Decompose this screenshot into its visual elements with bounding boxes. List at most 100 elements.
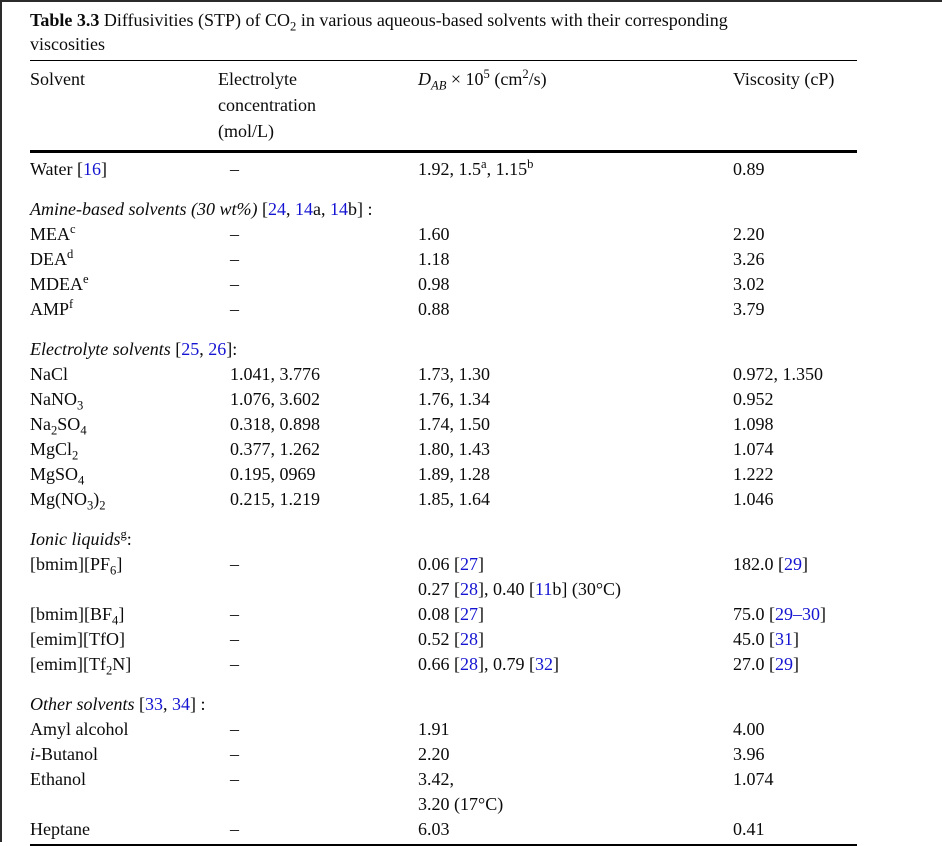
citation-link[interactable]: 28	[460, 654, 478, 674]
citation-link[interactable]: 26	[208, 339, 227, 359]
cell-solvent: Water [16]	[30, 157, 218, 182]
cell-solvent: Na2SO4	[30, 412, 218, 437]
table-row: Water [16] –1.92, 1.5a, 1.15b 0.89	[30, 157, 857, 182]
cell-solvent: MgSO4	[30, 462, 218, 487]
text-segment: [	[138, 694, 145, 714]
header-row: Solvent Electrolyte concentration (mol/L) …	[30, 61, 857, 150]
text-segment: 3	[77, 398, 84, 413]
text-segment: 1.222	[733, 464, 774, 484]
citation-link[interactable]: 33	[144, 694, 163, 714]
text-segment: [bmim][PF	[30, 554, 111, 574]
text-segment: –	[230, 249, 239, 269]
text-segment: 3.96	[733, 744, 765, 764]
cell-concentration: –	[218, 297, 418, 322]
text-segment: 2	[105, 663, 113, 678]
cell-concentration: –	[218, 717, 418, 742]
text-segment: –	[230, 769, 239, 789]
text-segment: c	[70, 222, 76, 236]
text-segment: ]	[118, 604, 125, 624]
cell-concentration: –	[218, 817, 418, 842]
citation-link[interactable]: 24	[267, 199, 286, 219]
text-segment: MEA	[30, 224, 70, 244]
cell-concentration: –	[218, 552, 418, 602]
text-segment: -Butanol	[35, 744, 99, 764]
table-row: NaNO3 1.076, 3.602 1.76, 1.34 0.952	[30, 387, 857, 412]
cell-viscosity: 1.046	[733, 487, 857, 512]
citation-link[interactable]: 27	[460, 554, 478, 574]
text-segment: 0.06 [	[418, 554, 460, 574]
text-segment: AB	[431, 78, 447, 93]
citation-link[interactable]: 32	[535, 654, 553, 674]
text-segment: 1.074	[733, 439, 774, 459]
citation-link[interactable]: 14	[294, 199, 313, 219]
text-segment: a,	[312, 199, 330, 219]
cell-viscosity: 182.0 [29]	[733, 552, 857, 602]
citation-link[interactable]: 28	[460, 629, 478, 649]
citation-link[interactable]: 11	[535, 579, 553, 599]
text-segment: )	[93, 489, 100, 509]
text-segment: ]	[478, 629, 484, 649]
cell-solvent: Ethanol	[30, 767, 218, 817]
text-segment: Table 3.3	[30, 10, 100, 30]
text-segment: ]	[802, 554, 808, 574]
cell-diffusivity: 1.60	[418, 222, 733, 247]
cell-concentration: 0.195, 0969	[218, 462, 418, 487]
title-rule	[30, 60, 857, 61]
cell-viscosity: 0.952	[733, 387, 857, 412]
citation-link[interactable]: 14	[329, 199, 348, 219]
table-row: [emim][Tf2N] –0.66 [28], 0.79 [32] 27.0 [2…	[30, 652, 857, 677]
table-row: [bmim][BF4] –0.08 [27] 75.0 [29–30]	[30, 602, 857, 627]
text-segment: –	[230, 274, 239, 294]
text-segment: 0.41	[733, 819, 765, 839]
text-segment: 0.27 [	[418, 579, 460, 599]
cell-diffusivity: 1.74, 1.50	[418, 412, 733, 437]
cell-concentration: –	[218, 742, 418, 767]
text-segment: Ethanol	[30, 769, 86, 789]
cell-diffusivity: 0.52 [28]	[418, 627, 733, 652]
cell-concentration: 1.041, 3.776	[218, 362, 418, 387]
cell-solvent: Heptane	[30, 817, 218, 842]
citation-link[interactable]: 28	[460, 579, 478, 599]
citation-link[interactable]: 16	[83, 159, 102, 179]
citation-link[interactable]: 25	[181, 339, 200, 359]
text-segment: (mol/L)	[218, 121, 274, 141]
citation-link[interactable]: 31	[775, 629, 793, 649]
text-segment: f	[69, 297, 74, 311]
cell-diffusivity: 0.88	[418, 297, 733, 322]
cell-diffusivity: 0.06 [27] 0.27 [28], 0.40 [11b] (30°C)	[418, 552, 733, 602]
text-segment: MDEA	[30, 274, 83, 294]
cell-diffusivity: 0.98	[418, 272, 733, 297]
citation-link[interactable]: 29	[775, 654, 793, 674]
text-segment: ]	[793, 629, 799, 649]
citation-link[interactable]: 34	[171, 694, 190, 714]
text-segment: 1.80, 1.43	[418, 439, 490, 459]
text-segment: 3.79	[733, 299, 765, 319]
text-segment: 4	[112, 613, 119, 628]
text-segment: 1.91	[418, 719, 450, 739]
cell-concentration: –	[218, 222, 418, 247]
cell-diffusivity: 1.80, 1.43	[418, 437, 733, 462]
text-segment: 3.20 (17°C)	[418, 794, 504, 814]
table-row: MEAc –1.60 2.20	[30, 222, 857, 247]
text-segment: a	[481, 157, 487, 171]
citation-link[interactable]: 29–30	[775, 604, 820, 624]
text-segment: 6.03	[418, 819, 450, 839]
text-segment: ] :	[189, 694, 206, 714]
text-segment: [	[261, 199, 268, 219]
text-segment: :	[126, 529, 132, 549]
text-segment: ,	[285, 199, 295, 219]
text-segment: ]	[793, 654, 799, 674]
text-segment: 0.318, 0.898	[230, 414, 320, 434]
citation-link[interactable]: 29	[784, 554, 802, 574]
text-segment: (cm	[489, 69, 523, 89]
section-heading: Electrolyte solvents [25, 26]:	[30, 337, 857, 362]
cell-solvent: MDEAe	[30, 272, 218, 297]
table-row: Ethanol – 3.42, 3.20 (17°C) 1.074	[30, 767, 857, 817]
citation-link[interactable]: 27	[460, 604, 478, 624]
table-row: MgSO4 0.195, 0969 1.89, 1.28 1.222	[30, 462, 857, 487]
cell-viscosity: 3.02	[733, 272, 857, 297]
text-segment: /s)	[528, 69, 547, 89]
text-segment: 3.02	[733, 274, 765, 294]
text-segment: ]	[478, 604, 484, 624]
